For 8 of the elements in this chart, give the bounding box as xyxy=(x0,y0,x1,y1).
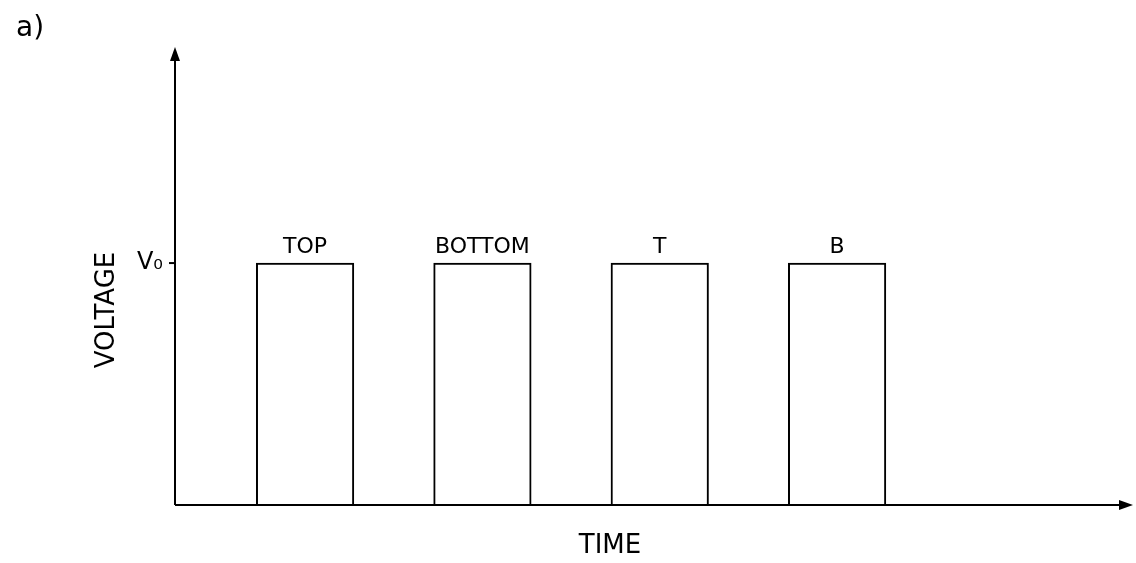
text: a) xyxy=(16,10,45,43)
x-axis-title: TIME xyxy=(577,529,642,559)
x-tick-label: T xyxy=(652,233,668,259)
x-tick-label: B xyxy=(829,233,845,259)
x-tick-label: TOP xyxy=(282,233,328,259)
text: V₀ xyxy=(136,247,163,276)
y-axis-title: VOLTAGE xyxy=(89,251,120,369)
x-tick-label: BOTTOM xyxy=(435,233,530,259)
